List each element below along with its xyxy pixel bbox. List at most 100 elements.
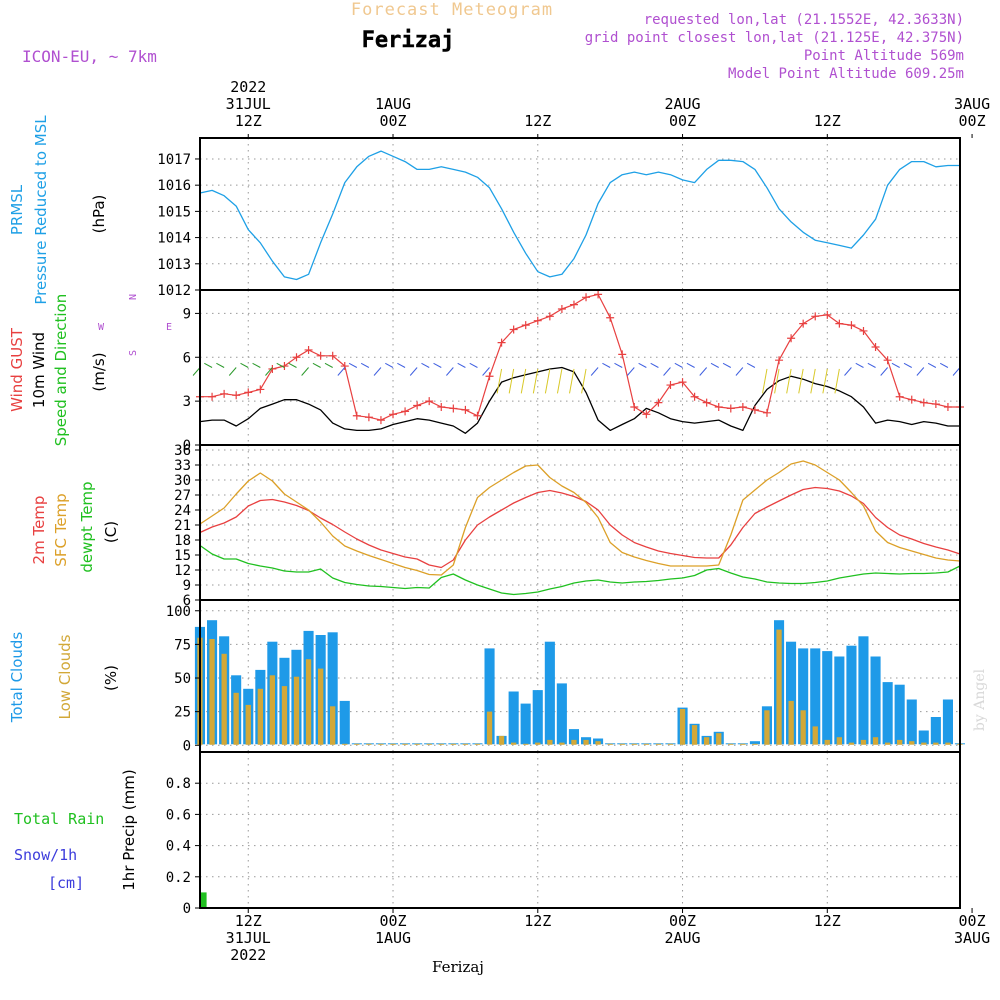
wind-gust-marker: [340, 362, 349, 371]
wind-gust-marker: [835, 319, 844, 328]
time-label-top: 2022: [230, 78, 266, 96]
wind-direction-arrow: [457, 362, 466, 368]
compass-e: E: [166, 322, 172, 333]
wind-direction-arrow: [834, 368, 840, 394]
compass-s: S: [128, 350, 139, 356]
cloud-bar-low: [921, 742, 927, 745]
cloud-bar-low: [679, 709, 686, 745]
cloud-bar-low: [667, 743, 674, 745]
clouds-panel: 0 25 50 75 100 Total Clouds Low Clouds (%): [8, 599, 965, 754]
cloud-bar-total: [749, 741, 760, 745]
wind-gust-marker: [485, 372, 494, 381]
cloud-bar-low: [643, 743, 649, 745]
wind-gust-marker: [208, 392, 217, 401]
y-tick-label: 1016: [157, 178, 191, 194]
time-label-top: 12Z: [524, 112, 551, 130]
cloud-bar-total: [846, 645, 857, 745]
wind-gust-marker: [545, 312, 554, 321]
wind-gust-marker: [352, 411, 361, 420]
temperature-line-dew: [199, 544, 961, 596]
wind-direction-arrow: [699, 367, 708, 376]
header: Forecast Meteogram Ferizaj ICON-EU, ~ 7k…: [22, 0, 964, 82]
time-label-bottom: 12Z: [814, 912, 841, 930]
cloud-bar-low: [836, 737, 842, 745]
wind-direction-arrow: [348, 362, 358, 368]
cloud-bar-low: [716, 733, 722, 745]
cloud-bar-low: [366, 743, 372, 745]
pressure-label-prmsl: PRMSL: [8, 184, 26, 235]
cloud-bar-low: [257, 688, 263, 745]
wind-direction-arrow: [276, 362, 285, 368]
wind-gust-marker: [943, 402, 952, 411]
wind-gust-line: [200, 293, 960, 421]
wind-direction-arrow: [446, 367, 454, 376]
cloud-bar-low: [933, 742, 939, 745]
wind-gust-marker: [606, 313, 615, 322]
cloud-bar-low: [269, 675, 275, 745]
y-tick-label: 0: [183, 438, 191, 454]
wind-gust-marker: [569, 300, 578, 309]
precip-panel: 0 0.2 0.4 0.6 0.8 Total Rain Snow/1h [cm] 1hr Pr…: [14, 751, 961, 917]
wind-direction-arrow: [252, 362, 261, 368]
time-label-bottom: 00Z: [959, 912, 986, 930]
time-label-bottom: 12Z: [524, 912, 551, 930]
cloud-bar-low: [776, 629, 782, 745]
model-name: ICON-EU, ~ 7km: [22, 47, 157, 66]
cloud-bar-low: [824, 739, 830, 745]
cloud-bar-low: [450, 743, 456, 745]
y-tick-label: 25: [174, 705, 191, 721]
point-altitude: Point Altitude 569m: [804, 48, 964, 64]
wind-direction-arrow: [822, 368, 828, 394]
cloud-bar-total: [544, 641, 555, 745]
cloud-bar-low: [233, 692, 239, 745]
wind-direction-arrow: [867, 362, 876, 368]
cloud-bar-low: [462, 743, 468, 745]
wind-direction-arrow: [638, 362, 647, 368]
cloud-bar-low: [571, 739, 577, 745]
cloud-bar-low: [486, 711, 493, 745]
temp-label-2m: 2m Temp: [30, 496, 48, 565]
wind-direction-arrow: [532, 368, 539, 394]
wind-direction-arrow: [844, 367, 852, 376]
wind-gust-marker: [292, 353, 301, 362]
wind-direction-arrow: [312, 362, 321, 368]
wind-direction-arrow: [240, 362, 249, 368]
wind-gust-marker: [304, 345, 313, 354]
wind-gust-marker: [557, 305, 566, 314]
y-tick-label: 1014: [157, 231, 191, 247]
chart-super-title: Forecast Meteogram: [351, 0, 553, 20]
cloud-bar-low: [390, 743, 396, 745]
wind-direction-arrow: [433, 362, 442, 368]
cloud-bar-low: [909, 741, 915, 745]
cloud-bar-total: [834, 656, 845, 745]
cloud-bar-low: [511, 742, 517, 745]
time-label-bottom: 00Z: [669, 912, 696, 930]
wind-gust-marker: [473, 411, 482, 420]
y-tick-label: 9: [183, 578, 191, 594]
y-tick-label: 1017: [157, 152, 191, 168]
time-label-bottom: 2022: [230, 946, 266, 964]
time-label-top: 00Z: [379, 112, 406, 130]
wind-gust-marker: [328, 351, 337, 360]
y-tick-label: 1012: [157, 283, 191, 299]
time-label-bottom: 31JUL: [226, 929, 271, 947]
time-label-top: 3AUG: [954, 95, 990, 113]
wind-direction-arrow: [650, 362, 659, 368]
y-tick-label: 50: [174, 671, 191, 687]
cloud-bar-low: [583, 739, 589, 745]
time-label-bottom: 12Z: [235, 912, 262, 930]
wind-gust-marker: [594, 290, 603, 299]
wind-direction-arrow: [927, 362, 937, 368]
time-label-top: 31JUL: [226, 95, 271, 113]
wind-direction-arrow: [810, 368, 816, 394]
model-point-altitude: Model Point Altitude 609.25m: [728, 66, 964, 82]
cloud-bar-total: [906, 699, 917, 745]
wind-direction-arrow: [421, 362, 430, 368]
wind-direction-arrow: [880, 367, 888, 376]
wind-gust-marker: [389, 410, 398, 419]
cloud-bar-low: [523, 743, 529, 745]
cloud-bar-total: [484, 648, 495, 745]
wind-direction-arrow: [590, 367, 599, 376]
